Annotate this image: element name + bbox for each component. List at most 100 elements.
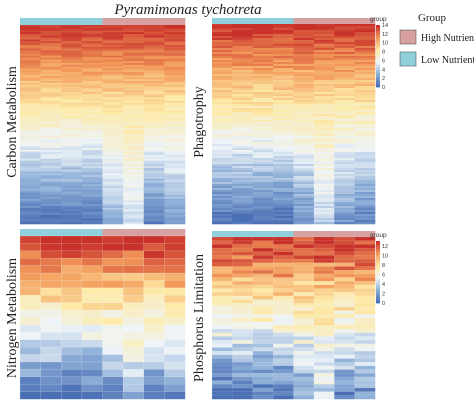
heatmap-cell xyxy=(81,155,103,158)
heatmap-cell xyxy=(81,191,103,194)
heatmap-cell xyxy=(143,88,165,91)
heatmap-cell xyxy=(61,142,83,145)
heatmap-cell xyxy=(334,281,356,286)
heatmap-cell xyxy=(164,28,186,31)
heatmap-cell xyxy=(61,82,83,85)
heatmap-cell xyxy=(102,142,124,145)
heatmap-cell xyxy=(20,108,41,111)
colorbar-segment xyxy=(376,256,380,259)
heatmap-cell xyxy=(354,44,376,47)
heatmap-cell xyxy=(61,70,83,73)
heatmap-cell xyxy=(334,186,355,189)
heatmap-cell xyxy=(293,164,315,167)
heatmap-cell xyxy=(354,162,376,165)
heatmap-cell xyxy=(354,218,376,221)
heatmap-cell xyxy=(102,30,124,33)
heatmap-cell xyxy=(354,154,376,157)
heatmap-cell xyxy=(123,205,145,209)
heatmap-cell xyxy=(354,70,376,73)
heatmap-cell xyxy=(273,112,294,115)
heatmap-cell xyxy=(334,52,355,55)
heatmap-cell xyxy=(313,214,335,217)
heatmap-cell xyxy=(232,284,254,289)
heatmap-cell xyxy=(232,288,254,293)
heatmap-cell xyxy=(252,292,274,297)
heatmap-cell xyxy=(334,190,355,193)
heatmap-cell xyxy=(232,124,254,127)
heatmap-cell xyxy=(20,204,41,207)
heatmap-cell xyxy=(123,64,145,67)
heatmap-cell xyxy=(334,303,356,308)
heatmap-cell xyxy=(40,346,62,356)
heatmap-cell xyxy=(212,202,233,205)
heatmap-cell xyxy=(164,32,186,35)
heatmap-cell xyxy=(81,391,104,400)
heatmap-cell xyxy=(354,240,376,245)
heatmap-cell xyxy=(313,387,335,393)
heatmap-cell xyxy=(273,236,294,242)
heatmap-cell xyxy=(102,186,124,189)
heatmap-cell xyxy=(334,258,356,264)
colorbar-segment xyxy=(376,253,380,256)
heatmap-cell xyxy=(252,240,274,245)
heatmap-cell xyxy=(273,134,294,137)
heatmap-cell xyxy=(252,148,274,151)
heatmap-cell xyxy=(252,108,274,111)
heatmap-cell xyxy=(19,250,42,259)
heatmap-cell xyxy=(212,146,233,149)
heatmap-cell xyxy=(313,266,335,271)
heatmap-cell xyxy=(354,74,376,77)
heatmap-cell xyxy=(313,212,335,215)
heatmap-cell xyxy=(232,102,254,105)
heatmap-cell xyxy=(212,68,233,71)
heatmap-cell xyxy=(143,137,165,140)
heatmap-cell xyxy=(354,78,376,81)
heatmap-cell xyxy=(61,34,83,37)
heatmap-cell xyxy=(123,97,145,100)
heatmap-cell xyxy=(143,48,165,51)
heatmap-cell xyxy=(273,321,294,326)
heatmap-cell xyxy=(252,82,274,85)
heatmap-cell xyxy=(102,243,124,252)
heatmap-cell xyxy=(273,186,294,189)
heatmap-cell xyxy=(81,280,104,289)
heatmap-cell xyxy=(334,362,356,367)
heatmap-cell xyxy=(102,72,124,75)
heatmap-cell xyxy=(122,369,145,378)
heatmap-cell xyxy=(143,149,165,152)
heatmap-cell xyxy=(212,110,233,113)
heatmap-cell xyxy=(61,135,83,138)
heatmap-cell xyxy=(40,30,62,33)
heatmap-cell xyxy=(293,36,315,39)
heatmap-cell xyxy=(212,172,233,175)
heatmap-cell xyxy=(313,86,335,89)
heatmap-cell xyxy=(334,140,355,143)
heatmap-cell xyxy=(293,158,315,161)
heatmap-cell xyxy=(102,214,124,218)
heatmap-cell xyxy=(354,194,376,197)
heatmap-cell xyxy=(164,122,186,125)
heatmap-cell xyxy=(293,26,315,29)
heatmap-cell xyxy=(273,387,294,393)
heatmap-cell xyxy=(354,172,376,175)
heatmap-cell xyxy=(232,273,254,278)
heatmap-cell xyxy=(273,130,294,133)
heatmap-cell xyxy=(40,39,62,42)
heatmap-cell xyxy=(20,218,41,221)
heatmap-cell xyxy=(19,346,42,356)
heatmap-cell xyxy=(313,54,335,57)
heatmap-cell xyxy=(61,90,83,93)
group-bar-cell xyxy=(313,231,335,237)
heatmap-cell xyxy=(273,120,294,123)
heatmap-cell xyxy=(252,168,274,171)
heatmap-cell xyxy=(123,193,145,196)
heatmap-cell xyxy=(61,317,83,326)
heatmap-cell xyxy=(273,218,294,221)
heatmap-cell xyxy=(102,113,124,116)
heatmap-cell xyxy=(293,150,315,153)
heatmap-cell xyxy=(334,118,355,121)
heatmap-cell xyxy=(273,86,294,89)
panel-label-phagotrophy: Phagotrophy xyxy=(192,86,207,158)
